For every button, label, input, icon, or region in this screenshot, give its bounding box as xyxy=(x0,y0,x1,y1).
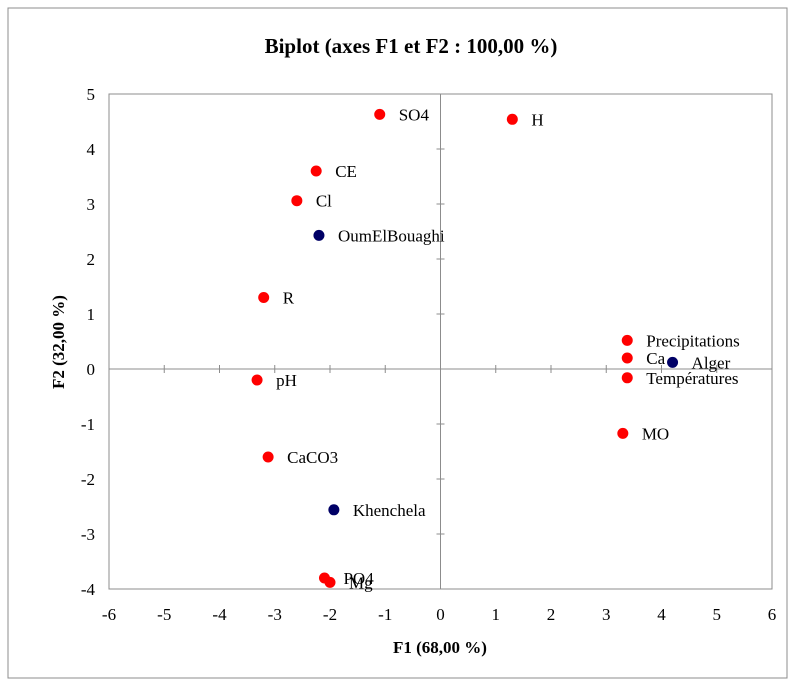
data-point-label: Cl xyxy=(316,192,332,211)
data-point-label: R xyxy=(283,289,295,308)
y-tick-label: 2 xyxy=(87,250,96,269)
y-tick-label: -3 xyxy=(81,525,95,544)
ticks-layer: -6 -5 -4 -3 -2 -1 0 1 2 3 4 5 6 -4 -3 -2 -1 0 1 2 3 4 5 xyxy=(81,85,776,624)
data-point-label: CE xyxy=(335,162,357,181)
x-tick-label: -6 xyxy=(102,605,116,624)
data-point-label: Ca xyxy=(646,349,665,368)
data-point xyxy=(374,108,386,120)
data-point xyxy=(310,165,322,177)
data-point-label: Températures xyxy=(646,369,738,388)
data-point-label: CaCO3 xyxy=(287,448,338,467)
data-point xyxy=(328,504,340,516)
x-tick-label: 5 xyxy=(713,605,722,624)
x-tick-label: 4 xyxy=(657,605,666,624)
data-point xyxy=(506,113,518,125)
x-tick-label: -3 xyxy=(268,605,282,624)
data-point xyxy=(667,356,679,368)
data-point-label: Mg xyxy=(349,573,373,592)
data-point-label: PO4 xyxy=(343,569,374,588)
data-point-label: SO4 xyxy=(399,105,430,124)
data-point-label: OumElBouaghi xyxy=(338,226,445,245)
data-point xyxy=(262,451,274,463)
data-point xyxy=(313,229,325,241)
x-tick-label: -2 xyxy=(323,605,337,624)
data-point xyxy=(621,334,633,346)
x-tick-label: 0 xyxy=(436,605,445,624)
y-tick-label: -4 xyxy=(81,580,96,599)
y-tick-label: 5 xyxy=(87,85,96,104)
x-tick-label: 3 xyxy=(602,605,611,624)
data-point xyxy=(617,427,629,439)
data-point-label: Khenchela xyxy=(353,501,426,520)
y-tick-label: 0 xyxy=(87,360,96,379)
data-point-label: H xyxy=(531,110,543,129)
data-point xyxy=(251,374,263,386)
data-point-label: Alger xyxy=(692,353,731,372)
y-tick-label: -2 xyxy=(81,470,95,489)
chart-title: Biplot (axes F1 et F2 : 100,00 %) xyxy=(265,34,558,58)
data-point xyxy=(291,195,303,207)
data-point-label: pH xyxy=(276,371,297,390)
data-point-label: MO xyxy=(642,424,669,443)
data-point xyxy=(324,576,336,588)
data-point-label: Precipitations xyxy=(646,331,739,350)
x-tick-label: -4 xyxy=(212,605,227,624)
x-axis-title: F1 (68,00 %) xyxy=(393,638,487,657)
data-point xyxy=(621,352,633,364)
x-tick-label: -5 xyxy=(157,605,171,624)
y-tick-label: 4 xyxy=(87,140,96,159)
chart-frame xyxy=(7,7,788,679)
x-tick-label: 6 xyxy=(768,605,777,624)
y-axis-title: F2 (32,00 %) xyxy=(49,295,68,389)
x-tick-label: 1 xyxy=(492,605,501,624)
x-tick-label: -1 xyxy=(378,605,392,624)
y-tick-label: 1 xyxy=(87,305,96,324)
y-tick-label: 3 xyxy=(87,195,96,214)
data-point xyxy=(258,292,270,303)
y-tick-label: -1 xyxy=(81,415,95,434)
x-tick-label: 2 xyxy=(547,605,556,624)
data-point xyxy=(621,372,633,384)
